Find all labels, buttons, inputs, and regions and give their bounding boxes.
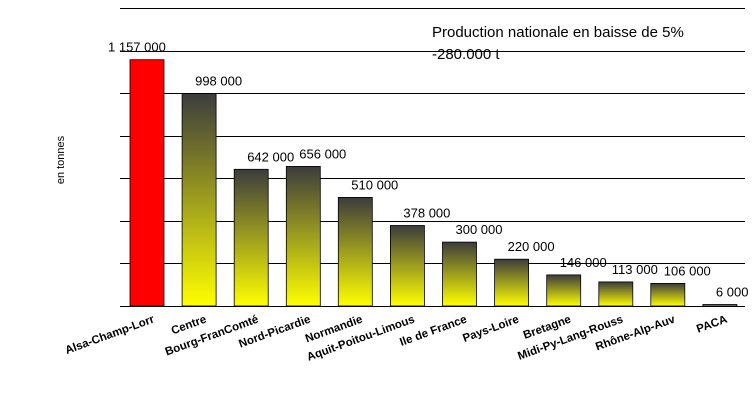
data-label: 656 000 xyxy=(299,146,346,161)
data-label: 113 000 xyxy=(612,262,658,277)
category-label: PACA xyxy=(695,314,729,336)
data-label: 378 000 xyxy=(403,206,450,221)
data-labels: 1 157 000 998 000 642 000 656 000 510 000 378… xyxy=(108,40,748,300)
category-labels: Alsa-Champ-Lorr CentreBourg-FranComtéNord… xyxy=(64,313,729,363)
bar xyxy=(233,168,269,307)
data-label: 220 000 xyxy=(508,239,555,254)
bar xyxy=(285,165,321,307)
bar xyxy=(129,59,165,307)
y-axis-label: en tonnes xyxy=(55,135,68,185)
category-label: Pays-Loire xyxy=(461,314,520,345)
data-label: 106 000 xyxy=(664,263,711,278)
bar xyxy=(389,225,425,307)
bar xyxy=(181,93,217,307)
annotation-change: -280.000 t xyxy=(432,46,500,63)
bar xyxy=(442,241,477,307)
data-label: 300 000 xyxy=(456,222,503,237)
gridlines xyxy=(120,8,745,307)
data-label: 146 000 xyxy=(560,255,607,270)
bar xyxy=(337,196,373,307)
data-label: 1 157 000 xyxy=(108,40,166,55)
bar xyxy=(702,304,738,307)
bar xyxy=(598,281,634,307)
bar xyxy=(650,282,686,307)
bar xyxy=(546,274,582,307)
data-label: 510 000 xyxy=(351,177,398,192)
data-label: 998 000 xyxy=(195,74,242,89)
data-label: 6 000 xyxy=(716,285,749,300)
bar xyxy=(494,258,530,307)
category-label: Alsa-Champ-Lorr xyxy=(64,313,157,357)
bars xyxy=(129,59,738,307)
data-label: 642 000 xyxy=(247,149,294,164)
annotation-production: Production nationale en baisse de 5% xyxy=(432,24,684,41)
